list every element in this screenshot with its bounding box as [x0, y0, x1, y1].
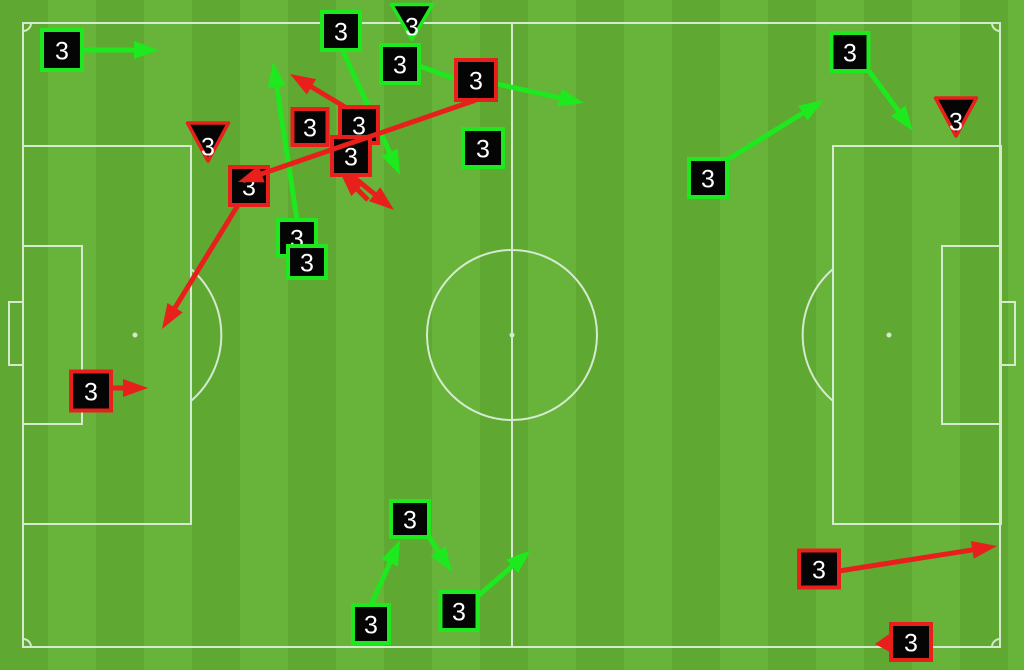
svg-text:3: 3 — [303, 115, 317, 143]
svg-text:3: 3 — [403, 507, 417, 535]
svg-text:3: 3 — [334, 19, 348, 47]
svg-text:3: 3 — [344, 144, 358, 172]
svg-text:3: 3 — [300, 250, 314, 278]
svg-text:3: 3 — [904, 630, 918, 658]
svg-text:3: 3 — [452, 599, 466, 627]
svg-text:3: 3 — [55, 38, 69, 66]
svg-text:3: 3 — [701, 166, 715, 194]
svg-text:3: 3 — [393, 52, 407, 80]
svg-text:3: 3 — [84, 379, 98, 407]
svg-text:3: 3 — [405, 14, 419, 42]
svg-text:3: 3 — [364, 612, 378, 640]
svg-text:3: 3 — [469, 68, 483, 96]
svg-text:3: 3 — [476, 136, 490, 164]
svg-text:3: 3 — [949, 109, 963, 137]
svg-text:3: 3 — [201, 134, 215, 162]
svg-text:3: 3 — [812, 557, 826, 585]
svg-text:3: 3 — [843, 40, 857, 68]
